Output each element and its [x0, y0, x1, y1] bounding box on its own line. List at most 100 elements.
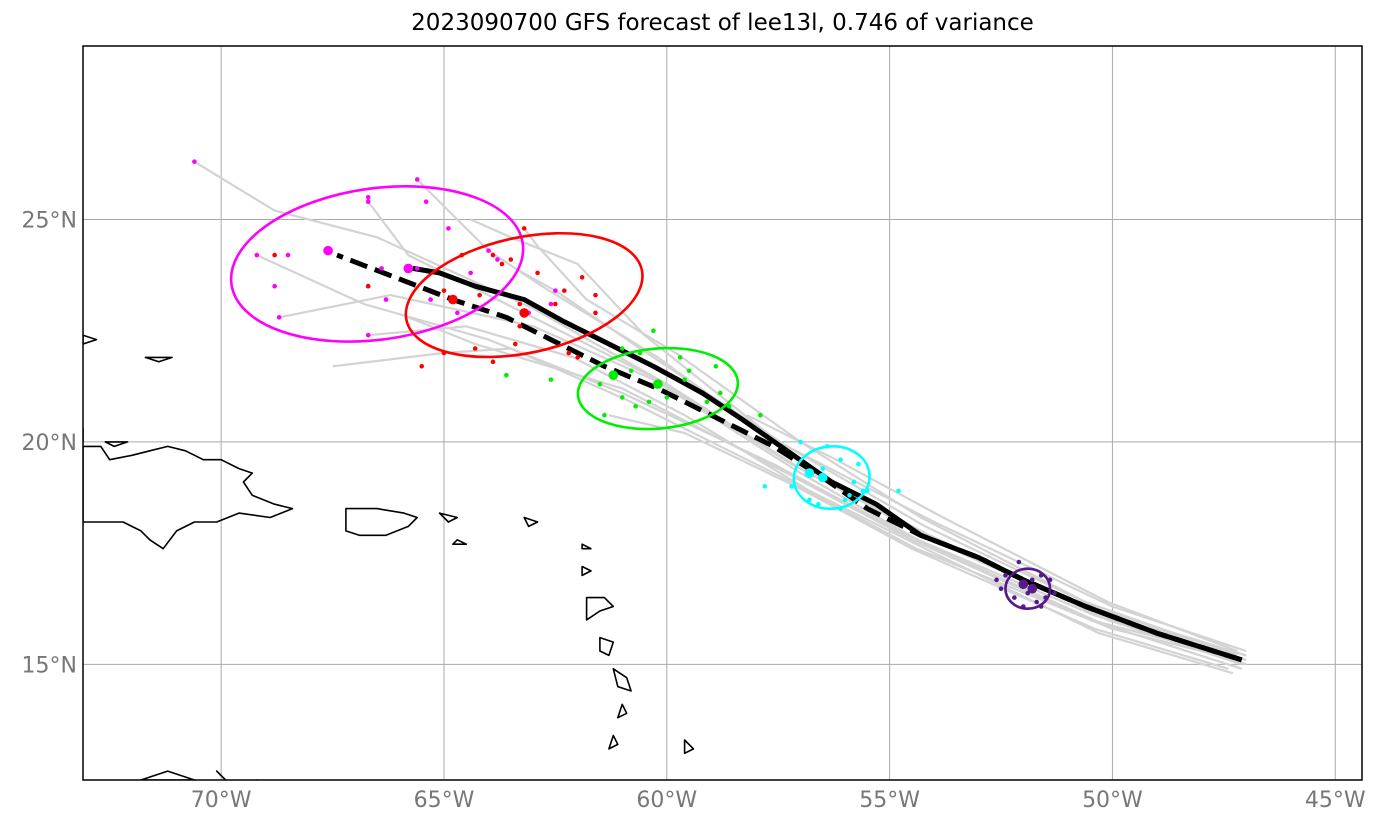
member-position-24h [1047, 577, 1053, 583]
member-position-48h [842, 497, 848, 503]
member-position-96h [441, 288, 447, 293]
member-position-72h [619, 346, 625, 351]
ensemble-member-track [193, 160, 1247, 666]
coast-vi-2 [452, 538, 468, 546]
grid-lines [83, 46, 1362, 780]
spread-ellipse-72h [576, 346, 740, 431]
lat-tick-label: 20°N [22, 431, 77, 456]
member-position-96h [535, 270, 540, 276]
member-position-120h [468, 270, 474, 276]
lon-tick-label: 50°W [1082, 788, 1143, 813]
member-position-24h [1003, 573, 1008, 578]
lon-tick-label: 60°W [636, 788, 697, 813]
ensemble-center-24h [1018, 579, 1029, 590]
member-position-24h [1034, 599, 1039, 605]
member-position-96h [579, 275, 585, 280]
mean-position-48h [817, 472, 828, 483]
member-position-48h [856, 461, 861, 467]
member-position-72h [602, 412, 607, 418]
ensemble-member-track [746, 414, 1238, 653]
member-position-24h [1038, 573, 1044, 578]
member-position-48h [824, 444, 830, 449]
member-position-96h [365, 283, 371, 289]
mean-position-24h [1027, 583, 1038, 594]
member-position-120h [455, 310, 460, 316]
member-position-96h [512, 341, 518, 347]
member-position-96h [477, 292, 482, 298]
coast-st-lucia [616, 703, 628, 719]
member-position-120h [383, 297, 389, 302]
ensemble-center-72h [608, 370, 619, 380]
member-position-24h [1043, 595, 1048, 600]
member-position-72h [504, 372, 509, 378]
lat-tick-label: 25°N [22, 208, 77, 233]
coast-anguilla [523, 516, 539, 528]
member-position-120h [254, 252, 260, 258]
member-position-72h [637, 350, 643, 356]
coast-hispaniola [83, 445, 294, 550]
member-position-72h [758, 412, 763, 418]
member-position-120h [272, 283, 277, 289]
lon-tick-label: 45°W [1305, 788, 1366, 813]
member-position-72h [726, 404, 732, 409]
ensemble-center-96h [448, 294, 458, 305]
coast-martinique [612, 667, 632, 692]
ensemble-member-track [368, 325, 1234, 675]
coast-south-coast [140, 770, 196, 780]
ensemble-member-track [608, 414, 1229, 670]
member-position-96h [517, 323, 523, 329]
member-position-72h [548, 377, 554, 382]
member-position-96h [575, 355, 580, 360]
member-position-96h [272, 252, 277, 258]
member-position-96h [593, 292, 598, 298]
member-position-72h [686, 368, 692, 374]
member-position-72h [628, 368, 634, 374]
member-position-24h [1012, 595, 1017, 600]
member-position-96h [490, 252, 496, 258]
member-position-120h [414, 266, 420, 271]
member-position-72h [646, 399, 652, 405]
member-position-120h [379, 266, 384, 271]
member-position-96h [508, 257, 514, 262]
member-position-48h [865, 488, 870, 494]
axis-tick-labels: 70°W 65°W 60°W 55°W 50°W 45°W 15°N 20°N 25°N [22, 208, 1366, 813]
member-position-48h [860, 488, 866, 494]
member-position-48h [851, 479, 857, 485]
member-position-96h [459, 252, 465, 258]
member-position-120h [414, 177, 420, 182]
member-position-72h [651, 328, 656, 334]
member-position-120h [192, 159, 197, 164]
member-position-48h [789, 484, 794, 489]
member-position-120h [365, 194, 371, 200]
ensemble-member-track [278, 294, 1243, 670]
coastlines [83, 334, 695, 780]
member-position-96h [521, 226, 527, 231]
member-position-48h [820, 466, 826, 471]
member-position-72h [619, 395, 625, 400]
member-position-72h [633, 404, 638, 409]
ensemble-member-track [470, 218, 1247, 653]
coast-st-vincent [608, 734, 619, 750]
member-position-48h [798, 439, 803, 445]
member-position-24h [1052, 590, 1057, 596]
ensemble-mean-track [336, 252, 1243, 663]
member-position-120h [548, 301, 554, 307]
member-position-24h [1029, 577, 1035, 583]
ensemble-member-track [407, 316, 1247, 661]
member-position-120h [365, 332, 371, 338]
member-position-120h [428, 297, 433, 302]
member-position-24h [994, 577, 999, 583]
member-position-96h [441, 350, 447, 356]
coast-dominica [599, 636, 615, 657]
plot-frame [82, 45, 1363, 781]
spread-ellipse-120h [229, 185, 525, 343]
map-title: 2023090700 GFS forecast of lee13l, 0.746… [411, 10, 1034, 36]
member-position-48h [838, 506, 843, 511]
member-position-120h [495, 257, 500, 262]
member-position-120h [285, 252, 291, 258]
member-position-96h [472, 346, 478, 351]
member-position-48h [807, 497, 812, 503]
mean-position-120h [403, 263, 414, 274]
member-position-96h [566, 350, 572, 356]
